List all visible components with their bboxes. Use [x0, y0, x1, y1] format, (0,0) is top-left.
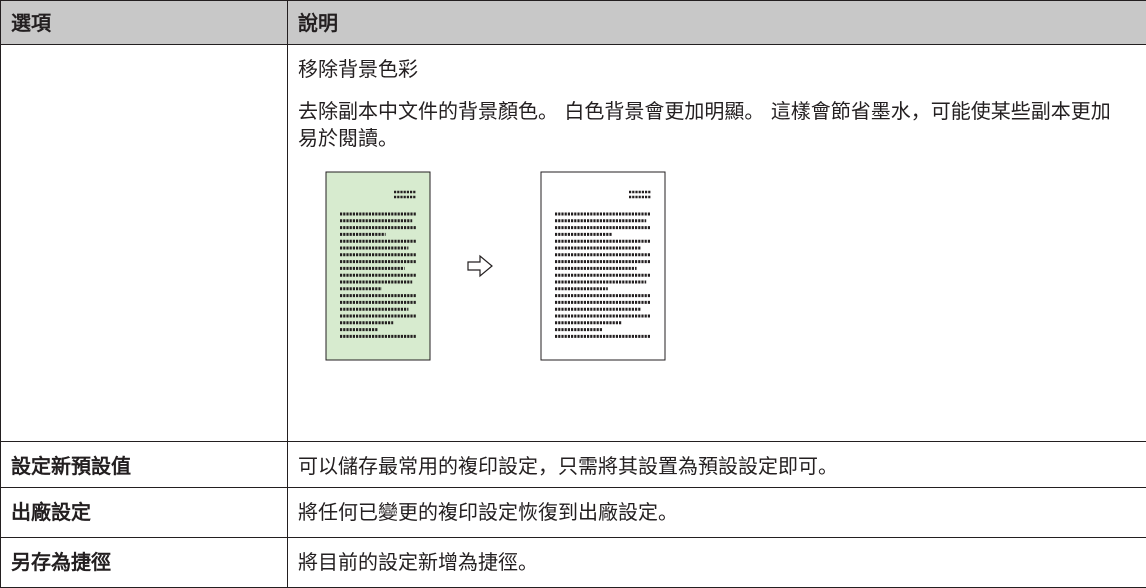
option-cell: 出廠設定 — [1, 488, 288, 538]
row: 出廠設定 將任何已變更的複印設定恢復到出廠設定。 — [1, 488, 1146, 538]
arrow — [468, 256, 492, 276]
header-row: 選項 說明 — [1, 1, 1146, 45]
description-cell: 可以儲存最常用的複印設定，只需將其設置為預設設定即可。 — [288, 442, 1146, 488]
description: 去除副本中文件的背景顏色。 白色背景會更加明顯。 這樣會節省墨水，可能使某些副本… — [298, 98, 1136, 152]
option-cell: 設定新預設值 — [1, 442, 288, 488]
header-cell: 說明 — [288, 1, 1146, 45]
header-cell: 選項 — [1, 1, 288, 45]
option-cell — [1, 45, 288, 442]
document-after — [541, 172, 665, 360]
row: 設定新預設值 可以儲存最常用的複印設定，只需將其設置為預設設定即可。 — [1, 442, 1146, 488]
description-title: 移除背景色彩 — [298, 53, 1136, 82]
description-cell: 移除背景色彩 去除副本中文件的背景顏色。 白色背景會更加明顯。 這樣會節省墨水，… — [288, 45, 1146, 442]
description-cell: 將任何已變更的複印設定恢復到出廠設定。 — [288, 488, 1146, 538]
row: 另存為捷徑 將目前的設定新增為捷徑。 — [1, 538, 1146, 588]
row: 移除背景色彩 去除副本中文件的背景顏色。 白色背景會更加明顯。 這樣會節省墨水，… — [1, 45, 1146, 442]
illustration — [298, 162, 698, 377]
description-cell: 將目前的設定新增為捷徑。 — [288, 538, 1146, 588]
option-cell: 另存為捷徑 — [1, 538, 288, 588]
document-before — [326, 172, 430, 360]
